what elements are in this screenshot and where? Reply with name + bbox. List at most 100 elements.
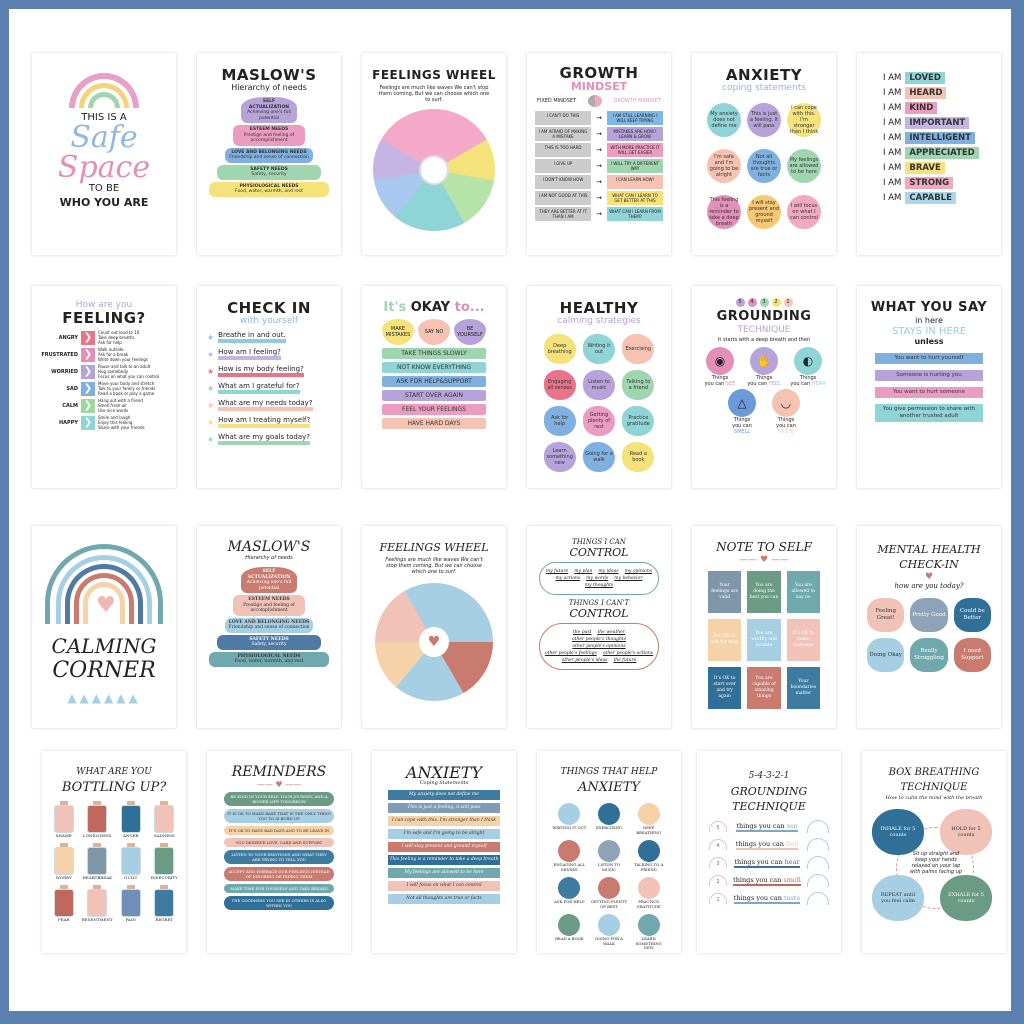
check-in-item: ★ How am I feeling? (207, 348, 331, 360)
level-name: ESTEEM NEEDS (249, 127, 289, 132)
strategy-bubble: Getting plenty of rest (582, 406, 615, 436)
poster-box-breathing: BOX BREATHING TECHNIQUE How to calm the … (862, 751, 1006, 953)
sense-line-2: you can TASTE (768, 423, 804, 435)
level-name: SAFETY NEEDS (250, 166, 288, 172)
line-stays: STAYS IN HERE (891, 326, 967, 337)
can-control-item: my ideas (598, 569, 619, 574)
affirmation-row: I AM INTELLIGENT (863, 132, 995, 144)
bottle-label: RESENTMENT (81, 917, 113, 922)
growth-statement: WHAT CAN I LEARN FROM THEM? (607, 207, 663, 221)
bottle-cork (126, 885, 135, 889)
poster-subtitle: Hierarchy of needs (231, 83, 307, 92)
check-in-item: ★ How am I treating myself? (207, 416, 331, 428)
pyramid-level: PHYSIOLOGICAL NEEDS Food, water, warmth, … (209, 651, 329, 667)
mood-bubble: Could be Better (953, 598, 991, 632)
cant-control-item: other people's actions (602, 651, 654, 656)
fixed-statement: I AM NOT GOOD AT THIS (535, 191, 591, 205)
can-control-item: my opinions (624, 569, 653, 574)
poster-caption: Feelings are much like waves We can't st… (385, 557, 483, 575)
help-label: TALKING TO A FRIEND (634, 862, 664, 872)
poster-its-okay: It's OKAY to... MAKE MISTAKES SAY NO BE YO… (362, 286, 506, 488)
sense-item: ◐ Things you can HEAR (790, 347, 826, 387)
intro-text: It starts with a deep breath and then (717, 337, 811, 343)
check-in-text: How is my body feeling? (218, 365, 304, 377)
fixed-mindset-header: FIXED MINDSET (537, 98, 577, 104)
sense-prefix: you can (776, 423, 796, 429)
mood-bubble: Pretty Good (910, 598, 948, 632)
sense-word: SEE (725, 381, 736, 387)
feeling-label: FRUSTRATED (41, 351, 78, 358)
pyramid-level: SELF ACTUALIZATION Achieving one's full p… (241, 97, 297, 123)
help-dot (637, 803, 660, 825)
strategy-bubble: Learn something new (543, 442, 576, 472)
sense-list: 5 things you can see 4 things you can feel 3… (703, 820, 835, 905)
growth-statement: I CAN LEARN HOW! (607, 175, 663, 189)
bottle: LONELINESS (82, 801, 114, 839)
strategy-bubble: Going for a walk (582, 442, 615, 472)
feeling-label: HAPPY (58, 419, 78, 426)
sense-row: 2 things you can smell (703, 874, 835, 887)
breathing-step: REPEAT until you feel calm (872, 875, 924, 921)
level-description: Safety, security (251, 642, 287, 647)
strategy-bubble: Read a book (622, 442, 655, 472)
star-icon: ★ (207, 434, 215, 444)
reminder-list: BE KIND IN YOUR SELF, YOUR JOURNEY, AND … (213, 792, 345, 910)
poster-word-safe: Safe (70, 120, 138, 155)
poster-title-3: TECHNIQUE (732, 800, 806, 813)
bottle-body (120, 805, 141, 833)
step-dot: 4 (747, 298, 757, 307)
statement-bubble: This feeling is a reminder to take a dee… (707, 195, 741, 229)
bottle-body (87, 847, 108, 875)
sense-prefix: things you can (735, 839, 784, 848)
cant-control-item: the past (572, 630, 592, 635)
mouth-icon: ◡ (772, 389, 800, 417)
exception-list: You want to hurt yourself Someone is hurt… (863, 353, 995, 422)
affirmation-row: I AM STRONG (863, 177, 995, 189)
strategy-bubble: Practice gratitude (622, 406, 655, 436)
bottle: FEAR (48, 885, 80, 923)
reminder-bubble: BE KIND IN YOUR SELF, YOUR JOURNEY, AND … (224, 792, 334, 806)
check-in-text: How am I treating myself? (218, 416, 311, 428)
sticky-note: You are doing the best you can (747, 571, 781, 613)
rainbow-icon: ♥ (45, 544, 163, 624)
affirmation-prefix: I AM (883, 103, 902, 113)
affirmation-word: LOVED (905, 72, 945, 84)
strategy-bubble: Deep breathing (543, 334, 576, 364)
sense-text: things you can see (736, 821, 798, 832)
rainbow-icon (806, 874, 829, 887)
mindset-row: I GIVE UP → I WILL TRY A DIFFERENT WAY (535, 159, 663, 173)
poster-title-1: MENTAL HEALTH (877, 543, 981, 556)
feelings-wheel-graphic: ♥ (375, 583, 493, 701)
feeling-label: WORRIED (51, 368, 78, 375)
sticky-note: It's OK to ask for help (708, 619, 742, 661)
can-control-item: my words (586, 576, 609, 581)
sticky-note: You are worthy and lovable (747, 619, 781, 661)
bottle-body (87, 805, 108, 833)
sense-item: ◡ Things you can TASTE (768, 389, 804, 435)
level-description: Prestige and feeling of accomplishment (243, 602, 295, 614)
help-item: LISTEN TO MUSIC (591, 838, 628, 872)
cant-control-item: other people's opinions (572, 644, 626, 649)
title-cant: THINGS I CAN'T (568, 599, 630, 607)
level-description: Safety, security (251, 172, 287, 177)
level-description: Food, water, warmth, and rest (234, 659, 304, 664)
poster-title-1: BOX BREATHING (888, 767, 980, 778)
reminder-bubble: ACCEPT AND EMBRACE OUR FEELINGS INSTEAD … (224, 867, 334, 881)
bottle-body (120, 889, 141, 917)
okay-banner: NOT KNOW EVERYTHING (382, 362, 486, 373)
sticky-note: You are capable of amazing things (747, 667, 781, 709)
affirmation-word: APPRECIATED (905, 147, 979, 159)
bottle-cork (160, 801, 169, 805)
mindset-rows: I CAN'T DO THIS → I AM STILL LEARNING I WI… (533, 111, 665, 221)
statement-bubble: My feelings are allowed to be here (787, 149, 821, 183)
poster-line-5: WHO YOU ARE (59, 196, 149, 209)
sense-word: taste (783, 893, 801, 902)
check-in-text: What are my needs today? (218, 399, 313, 411)
sense-prefix: things you can (736, 821, 785, 830)
statement-plank: I can cope with this. I'm stronger than … (388, 816, 500, 826)
sense-item: ◉ Things you can SEE (702, 347, 738, 387)
bottle-cork (59, 801, 68, 805)
tip-list: Smile and laugh Enjoy this feeling Share w… (98, 415, 145, 430)
bottle-label: INSECURITY (150, 875, 178, 880)
